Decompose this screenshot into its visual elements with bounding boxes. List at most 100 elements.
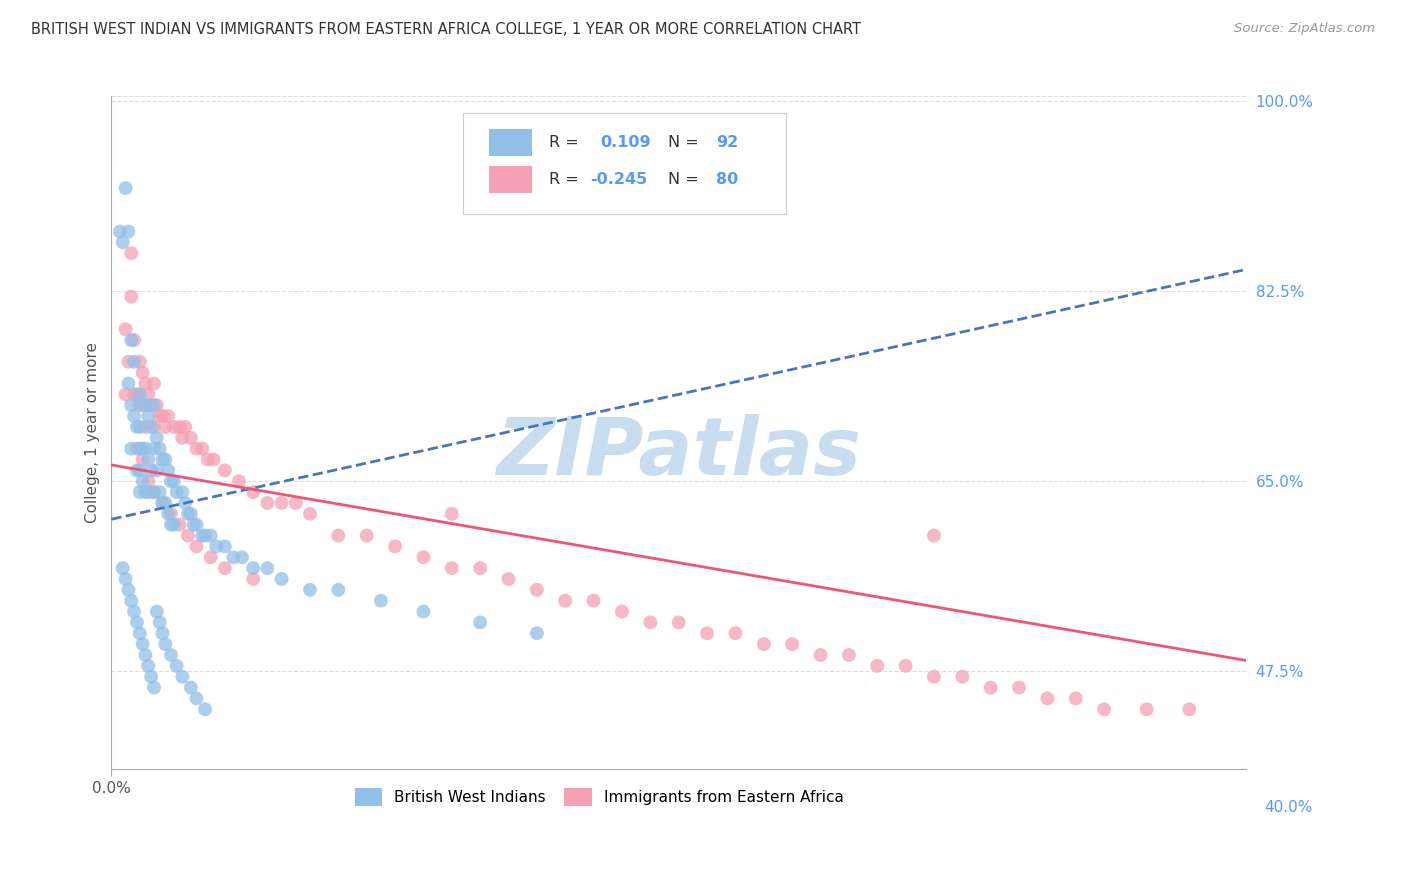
Point (169, 420, 191, 434)
Point (191, 528, 214, 542)
Point (125, 420, 148, 434)
Point (128, 485, 150, 500)
Point (838, 648, 860, 662)
Point (114, 322, 136, 336)
Point (139, 398, 162, 412)
Point (136, 485, 159, 500)
Point (155, 637, 177, 651)
Point (122, 387, 145, 401)
Point (498, 572, 520, 586)
Point (172, 485, 194, 500)
Point (298, 507, 321, 521)
Point (1008, 681, 1031, 695)
Point (526, 626, 548, 640)
Point (157, 507, 180, 521)
Point (117, 355, 139, 369)
Point (120, 290, 142, 304)
Point (194, 528, 217, 542)
Point (166, 658, 188, 673)
Point (122, 333, 145, 347)
Point (440, 507, 463, 521)
Text: 92: 92 (716, 136, 738, 151)
Point (231, 550, 253, 565)
Point (183, 517, 205, 532)
Point (157, 409, 180, 423)
Point (640, 615, 662, 630)
Point (134, 442, 156, 456)
Point (202, 452, 225, 467)
Point (163, 517, 186, 532)
Point (1178, 702, 1201, 716)
Point (228, 475, 250, 489)
Point (922, 528, 945, 542)
Point (194, 702, 217, 716)
Point (136, 658, 159, 673)
Point (205, 540, 228, 554)
Point (284, 496, 307, 510)
Point (139, 670, 162, 684)
Point (131, 398, 153, 412)
Point (328, 528, 350, 542)
Point (177, 507, 200, 521)
Point (146, 463, 169, 477)
Point (155, 452, 177, 467)
Point (298, 582, 321, 597)
Point (149, 615, 172, 630)
Point (526, 582, 548, 597)
Point (111, 561, 134, 575)
Point (149, 409, 172, 423)
Point (582, 593, 605, 607)
Point (922, 670, 945, 684)
Point (149, 442, 172, 456)
Point (356, 528, 378, 542)
FancyBboxPatch shape (489, 129, 533, 156)
Point (152, 452, 174, 467)
Point (117, 225, 139, 239)
Point (136, 409, 159, 423)
Point (180, 431, 202, 445)
Point (186, 691, 208, 706)
Point (146, 605, 169, 619)
Point (270, 496, 292, 510)
Point (131, 637, 153, 651)
Point (810, 648, 832, 662)
Point (172, 431, 194, 445)
Point (117, 582, 139, 597)
Point (125, 442, 148, 456)
Text: BRITISH WEST INDIAN VS IMMIGRANTS FROM EASTERN AFRICA COLLEGE, 1 YEAR OR MORE CO: BRITISH WEST INDIAN VS IMMIGRANTS FROM E… (31, 22, 860, 37)
Point (668, 615, 690, 630)
Point (142, 420, 165, 434)
Point (114, 181, 136, 195)
Point (152, 409, 174, 423)
Point (1092, 702, 1115, 716)
Legend: British West Indians, Immigrants from Eastern Africa: British West Indians, Immigrants from Ea… (349, 782, 851, 812)
Point (134, 485, 156, 500)
Point (128, 420, 150, 434)
Point (142, 485, 165, 500)
Point (468, 615, 491, 630)
Point (160, 507, 183, 521)
Point (696, 626, 718, 640)
Point (166, 485, 188, 500)
Point (780, 637, 803, 651)
Point (724, 626, 747, 640)
Point (128, 355, 150, 369)
Point (131, 475, 153, 489)
Point (128, 463, 150, 477)
Point (163, 475, 186, 489)
Point (134, 648, 156, 662)
Point (256, 496, 278, 510)
Point (142, 681, 165, 695)
Point (186, 442, 208, 456)
Text: N =: N = (668, 136, 704, 151)
Point (125, 615, 148, 630)
Point (117, 376, 139, 391)
Point (142, 376, 165, 391)
Point (122, 409, 145, 423)
Point (214, 561, 236, 575)
Point (191, 442, 214, 456)
Point (160, 475, 183, 489)
Point (950, 670, 973, 684)
Text: Source: ZipAtlas.com: Source: ZipAtlas.com (1234, 22, 1375, 36)
Point (468, 561, 491, 575)
